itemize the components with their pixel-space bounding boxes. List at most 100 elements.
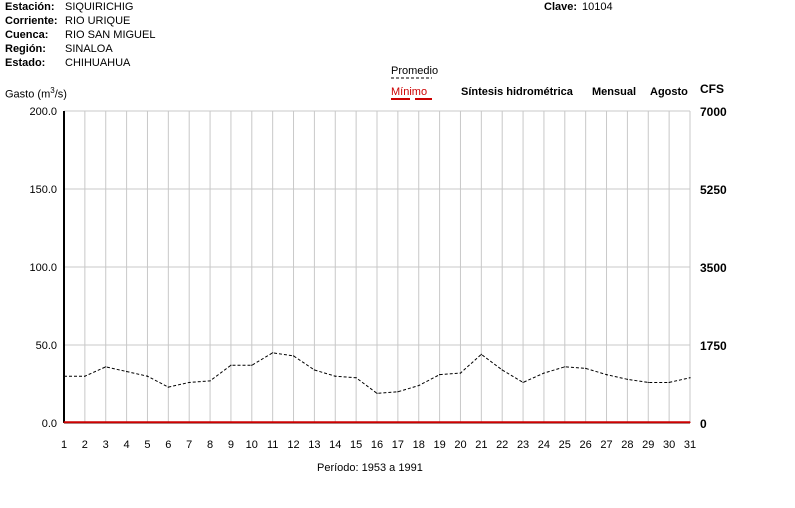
x-tick-label: 25	[559, 439, 571, 451]
data-point-average	[689, 377, 691, 379]
x-tick-label: 17	[392, 439, 404, 451]
synthesis-title: Síntesis hidrométrica	[461, 86, 573, 98]
data-point-average	[292, 355, 295, 357]
x-tick-label: 27	[600, 439, 612, 451]
data-point-minimum	[501, 421, 503, 423]
x-tick-label: 19	[433, 439, 445, 451]
x-tick-label: 10	[246, 439, 258, 451]
current-label: Corriente:	[5, 15, 58, 27]
data-point-minimum	[439, 421, 441, 423]
ticks: 0.0 50.0 100.0 150.0 200.0 0 1750 3500 5250 7000 1…	[29, 105, 727, 451]
x-tick-label: 3	[103, 439, 109, 451]
data-point-minimum	[334, 421, 336, 423]
data-point-average	[167, 386, 169, 388]
x-tick-label: 12	[287, 439, 299, 451]
x-tick-label: 28	[621, 439, 633, 451]
x-tick-label: 8	[207, 439, 213, 451]
data-point-average	[522, 381, 524, 384]
x-tick-label: 13	[308, 439, 320, 451]
data-point-minimum	[167, 421, 169, 423]
region-value: SINALOA	[65, 43, 113, 55]
data-point-minimum	[376, 421, 378, 423]
monthly-title: Mensual	[592, 86, 637, 98]
data-point-average	[209, 380, 211, 382]
y-tick-label: 50.0	[36, 340, 57, 352]
y2-tick-label: 3500	[700, 261, 727, 275]
data-point-average	[543, 372, 545, 374]
x-tick-label: 31	[684, 439, 696, 451]
region-label: Región:	[5, 43, 46, 55]
data-point-average	[313, 369, 315, 371]
data-point-minimum	[647, 421, 649, 423]
x-tick-label: 14	[329, 439, 341, 451]
y2-tick-label: 7000	[700, 105, 727, 119]
x-tick-label: 16	[371, 439, 383, 451]
data-point-average	[105, 366, 107, 368]
data-point-average	[272, 352, 274, 354]
current-value: RIO URIQUE	[65, 15, 131, 27]
y-tick-label: 0.0	[42, 418, 57, 430]
data-point-average	[459, 372, 462, 374]
key-label: Clave:	[544, 1, 578, 13]
x-tick-label: 15	[350, 439, 362, 451]
data-point-minimum	[272, 421, 274, 423]
state-label: Estado:	[5, 57, 46, 69]
y-tick-label: 150.0	[29, 184, 57, 196]
y2-tick-label: 1750	[700, 339, 727, 353]
data-point-minimum	[564, 421, 566, 423]
data-point-average	[188, 381, 190, 384]
x-tick-label: 11	[267, 439, 278, 451]
x-tick-label: 6	[165, 439, 171, 451]
data-point-minimum	[188, 421, 190, 423]
x-tick-label: 23	[517, 439, 529, 451]
series	[63, 352, 691, 424]
basin-label: Cuenca:	[5, 29, 49, 41]
data-point-average	[251, 364, 253, 366]
x-tick-label: 29	[642, 439, 654, 451]
data-point-minimum	[397, 421, 399, 423]
x-tick-label: 21	[475, 439, 487, 451]
data-point-average	[501, 369, 503, 371]
data-point-minimum	[84, 421, 86, 423]
y2-tick-label: 0	[700, 417, 707, 431]
state-value: CHIHUAHUA	[65, 57, 131, 69]
data-point-average	[585, 367, 587, 369]
y2-tick-label: 5250	[700, 183, 727, 197]
period-label: Período: 1953 a 1991	[317, 462, 423, 474]
legend-average-label: Promedio	[391, 65, 439, 77]
data-point-average	[605, 374, 608, 376]
legend-minimum-label: Mínimo	[391, 86, 428, 98]
data-point-average	[376, 392, 378, 394]
data-point-average	[418, 384, 420, 387]
data-point-minimum	[585, 421, 587, 423]
grid	[64, 110, 691, 423]
data-point-minimum	[230, 421, 232, 423]
data-point-average	[230, 364, 232, 366]
data-point-average	[63, 375, 65, 377]
station-value: SIQUIRICHIG	[65, 1, 134, 13]
data-point-average	[480, 353, 482, 355]
data-point-minimum	[292, 421, 295, 423]
data-point-average	[334, 375, 336, 377]
data-point-average	[564, 366, 566, 368]
data-point-minimum	[418, 421, 420, 423]
y-tick-label: 100.0	[29, 262, 57, 274]
data-point-minimum	[105, 421, 107, 423]
data-point-average	[647, 381, 649, 384]
data-point-average	[126, 370, 128, 373]
data-point-minimum	[355, 421, 357, 423]
data-point-minimum	[626, 421, 629, 423]
data-point-minimum	[63, 421, 65, 423]
data-point-minimum	[459, 421, 462, 423]
data-point-minimum	[251, 421, 253, 423]
data-point-average	[84, 375, 86, 377]
data-point-minimum	[146, 421, 149, 423]
x-tick-label: 26	[580, 439, 592, 451]
data-point-average	[668, 381, 670, 384]
x-tick-label: 24	[538, 439, 550, 451]
data-point-minimum	[480, 421, 482, 423]
data-point-average	[355, 377, 357, 379]
x-tick-label: 7	[186, 439, 192, 451]
x-tick-label: 20	[454, 439, 466, 451]
data-point-minimum	[209, 421, 211, 423]
